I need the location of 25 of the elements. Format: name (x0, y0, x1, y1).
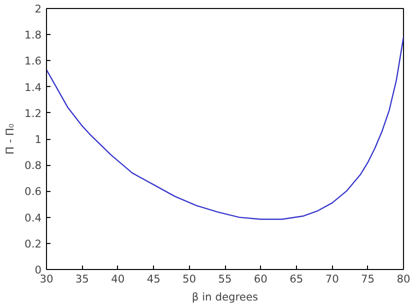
y-tick-label: 1.2 (24, 106, 42, 120)
x-tick-label: 30 (40, 272, 54, 286)
x-tick-label: 50 (182, 272, 196, 286)
y-tick-label: 0.8 (24, 159, 42, 172)
y-tick-label: 2 (34, 2, 42, 16)
y-axis-title: Π - Π₀ (4, 124, 17, 154)
y-tick-label: 0.2 (24, 237, 42, 250)
x-tick-label: 45 (146, 272, 160, 286)
x-tick-label: 65 (290, 272, 304, 286)
line-series (46, 36, 404, 220)
y-tick-label: 0.4 (24, 211, 42, 224)
y-tick-label: 1.4 (24, 80, 42, 94)
x-tick-label: 60 (254, 272, 268, 286)
x-tick-label: 55 (218, 272, 232, 286)
x-tick-label: 70 (325, 272, 340, 286)
y-tick-label: 1 (34, 133, 42, 146)
x-tick-label: 40 (111, 272, 125, 286)
x-tick-label: 80 (396, 272, 410, 286)
x-tick-label: 75 (361, 272, 375, 286)
x-tick-label: 35 (75, 272, 89, 286)
y-tick-label: 1.8 (24, 28, 42, 42)
x-axis-title: β in degrees (192, 290, 259, 304)
y-tick-label: 0 (34, 264, 42, 276)
y-tick-label: 1.6 (24, 54, 42, 68)
y-tick-label: 0.6 (24, 185, 42, 198)
